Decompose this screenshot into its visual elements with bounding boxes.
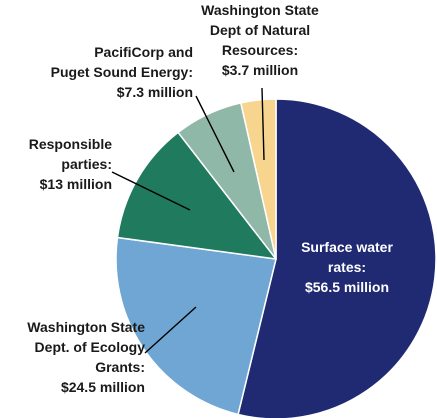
slice-labels: Surface water rates: $56.5 million Washingt… (27, 2, 393, 395)
slice-label-line: Grants: (95, 359, 145, 375)
slice-label-line: Resources: (222, 42, 298, 58)
slice-label-line: $56.5 million (305, 279, 389, 295)
slice-label-line: $24.5 million (61, 379, 145, 395)
slice-label-line: PacifiCorp and (94, 44, 193, 60)
slice-label-line: Dept. of Ecology (35, 339, 146, 355)
slice-label-responsible-2: Responsible parties: $13 million (29, 136, 112, 192)
slice-label-line: Washington State (201, 2, 319, 18)
leader-line-pacificorp-and-3 (195, 95, 235, 173)
leader-line-responsible-2 (111, 171, 191, 211)
slice-label-washington-state-4: Washington State Dept of Natural Resources… (201, 2, 319, 78)
slice-label-line: $13 million (40, 176, 112, 192)
leader-lines (111, 87, 265, 354)
slice-label-line: $3.7 million (222, 62, 298, 78)
pie-slice-washington-state-1 (115, 236, 277, 416)
slice-label-line: Washington State (27, 319, 145, 335)
slice-label-line: rates: (328, 259, 366, 275)
slice-label-washington-state-1: Washington State Dept. of Ecology Grants: $… (27, 319, 145, 395)
slice-label-line: parties: (61, 156, 112, 172)
pie-slice-washington-state-4 (240, 98, 277, 260)
slice-label-line: Dept of Natural (210, 22, 310, 38)
slice-label-line: Puget Sound Energy: (51, 64, 193, 80)
slice-label-line: Responsible (29, 136, 112, 152)
slice-label-pacificorp-and-3: PacifiCorp and Puget Sound Energy: $7.3 mi… (51, 44, 193, 100)
leader-line-washington-state-4 (261, 87, 265, 161)
pie-slice-surface-water-0 (237, 98, 437, 418)
slice-label-line: Surface water (301, 239, 393, 255)
slice-label-surface-water-0: Surface water rates: $56.5 million (301, 239, 393, 295)
leader-line-washington-state-1 (144, 306, 197, 354)
pie-slices (115, 98, 437, 418)
pie-slice-responsible-2 (116, 131, 277, 260)
slice-label-line: $7.3 million (117, 84, 193, 100)
